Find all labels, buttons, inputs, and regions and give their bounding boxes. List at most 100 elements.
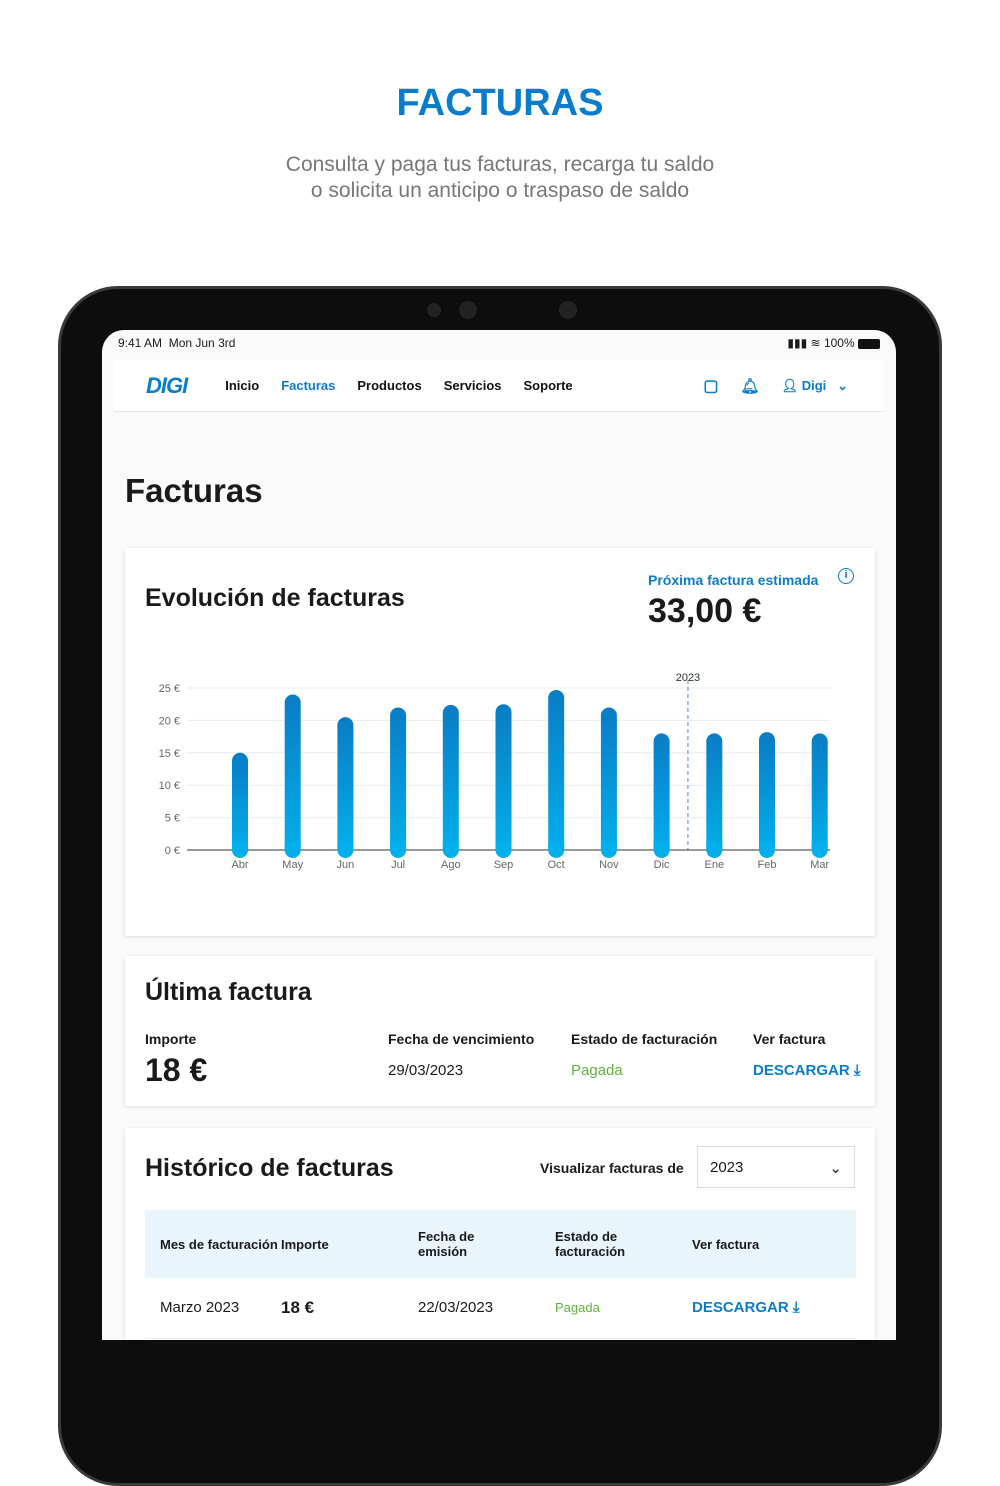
bar-base bbox=[706, 842, 723, 850]
history-table: Mes de facturación Importe Fecha de emis… bbox=[145, 1210, 856, 1339]
y-tick-label: 25 € bbox=[159, 683, 180, 695]
evolution-title: Evolución de facturas bbox=[145, 584, 405, 612]
view-label: Ver factura bbox=[753, 1031, 826, 1047]
bar-abr bbox=[232, 752, 248, 858]
bar-base bbox=[337, 842, 354, 850]
bar-base bbox=[811, 842, 828, 850]
x-tick-label: Oct bbox=[548, 859, 565, 871]
history-card: Histórico de facturas Visualizar factura… bbox=[125, 1128, 875, 1340]
bar-base bbox=[442, 842, 459, 850]
camera-icon bbox=[459, 301, 477, 319]
header-amount: Importe bbox=[281, 1236, 329, 1252]
page-title: Facturas bbox=[125, 472, 263, 509]
header-date: Fecha de emisión bbox=[418, 1229, 475, 1259]
nav-soporte[interactable]: Soporte bbox=[523, 378, 573, 393]
year-value: 2023 bbox=[710, 1159, 744, 1176]
bar-nov bbox=[600, 707, 617, 858]
chat-icon[interactable]: ▢ bbox=[703, 377, 719, 395]
nav-productos[interactable]: Productos bbox=[357, 378, 422, 393]
digi-logo[interactable]: DIGI bbox=[146, 372, 188, 398]
bar-base bbox=[600, 842, 617, 850]
bar-jul bbox=[390, 707, 407, 858]
bar-base bbox=[653, 842, 670, 850]
battery-level: 100% bbox=[823, 336, 855, 350]
amount-value: 18 € bbox=[145, 1052, 208, 1088]
header-status: Estado de facturación bbox=[555, 1229, 626, 1259]
history-title: Histórico de facturas bbox=[145, 1154, 394, 1182]
info-icon[interactable]: i bbox=[838, 568, 854, 584]
year-select[interactable]: 2023 ⌄ bbox=[697, 1146, 855, 1188]
wifi-icon: ≋ bbox=[810, 336, 821, 350]
nav-inicio[interactable]: Inicio bbox=[225, 378, 260, 393]
due-value: 29/03/2023 bbox=[388, 1062, 464, 1079]
app-screen: 9:41 AM Mon Jun 3rd ▮▮▮ ≋ 100% DIGI Inic… bbox=[102, 330, 896, 1340]
x-tick-label: Ago bbox=[441, 859, 461, 871]
bar-oct bbox=[548, 689, 565, 858]
user-menu[interactable]: 👤︎ Digi ⌄ bbox=[782, 378, 848, 394]
bar-base bbox=[495, 842, 512, 850]
x-tick-label: Mar bbox=[810, 859, 829, 871]
bar-base bbox=[390, 842, 407, 850]
status-value: Pagada bbox=[571, 1062, 623, 1079]
camera-icon bbox=[427, 303, 441, 317]
top-nav: DIGI Inicio Facturas Productos Servicios… bbox=[114, 360, 884, 412]
next-invoice-label: Próxima factura estimada bbox=[648, 572, 819, 588]
bar-jun bbox=[337, 717, 354, 858]
row-date: 22/03/2023 bbox=[418, 1299, 494, 1317]
subtitle-line: o solicita un anticipo o traspaso de sal… bbox=[310, 179, 690, 202]
bar-sep bbox=[495, 704, 512, 858]
download-icon: ⤓ bbox=[792, 1299, 800, 1317]
y-tick-label: 10 € bbox=[159, 780, 180, 792]
download-label: DESCARGAR bbox=[692, 1299, 789, 1317]
x-tick-label: Nov bbox=[599, 859, 619, 871]
header-view: Ver factura bbox=[692, 1236, 760, 1252]
row-month: Marzo 2023 bbox=[160, 1299, 240, 1317]
bar-mar bbox=[811, 733, 828, 858]
y-tick-label: 0 € bbox=[165, 845, 180, 857]
evolution-card: Evolución de facturas Próxima factura es… bbox=[125, 548, 875, 936]
bar-ene bbox=[706, 733, 723, 858]
bar-dic bbox=[653, 733, 670, 858]
bar-base bbox=[284, 842, 301, 850]
row-amount: 18 € bbox=[281, 1297, 315, 1317]
user-icon: 👤︎ bbox=[781, 377, 799, 393]
chevron-down-icon: ⌄ bbox=[829, 1160, 842, 1177]
status-bar: 9:41 AM Mon Jun 3rd ▮▮▮ ≋ 100% bbox=[118, 336, 880, 350]
next-invoice-value: 33,00 € bbox=[648, 592, 762, 630]
last-invoice-card: Última factura Importe 18 € Fecha de ven… bbox=[125, 956, 875, 1106]
download-label: DESCARGAR bbox=[753, 1062, 850, 1079]
subtitle-line: Consulta y paga tus facturas, recarga tu… bbox=[285, 153, 715, 176]
y-tick-label: 20 € bbox=[159, 715, 180, 727]
chevron-down-icon: ⌄ bbox=[837, 377, 848, 393]
row-download-button[interactable]: DESCARGAR ⤓ bbox=[692, 1278, 856, 1338]
x-tick-label: Abr bbox=[231, 859, 248, 871]
filter-label: Visualizar facturas de bbox=[540, 1160, 684, 1176]
hero-title: FACTURAS bbox=[396, 82, 604, 124]
download-button[interactable]: DESCARGAR ⤓ bbox=[753, 1062, 861, 1079]
time: 9:41 AM bbox=[118, 336, 163, 350]
y-tick-label: 15 € bbox=[159, 748, 180, 760]
camera-icon bbox=[559, 301, 577, 319]
battery-icon bbox=[858, 338, 880, 349]
hero-subtitle: Consulta y paga tus facturas, recarga tu… bbox=[0, 152, 1000, 204]
amount-label: Importe bbox=[145, 1031, 197, 1047]
nav-servicios[interactable]: Servicios bbox=[443, 378, 502, 393]
y-tick-label: 5 € bbox=[165, 813, 180, 825]
last-invoice-title: Última factura bbox=[145, 978, 312, 1006]
bar-feb bbox=[759, 732, 775, 858]
status-label: Estado de facturación bbox=[571, 1031, 718, 1047]
x-tick-label: Dic bbox=[654, 859, 670, 871]
nav-facturas[interactable]: Facturas bbox=[281, 378, 336, 393]
x-tick-label: Jun bbox=[337, 859, 355, 871]
x-tick-label: Feb bbox=[758, 859, 777, 871]
header-month: Mes de facturación bbox=[160, 1236, 278, 1252]
bar-base bbox=[548, 842, 565, 850]
table-header: Mes de facturación Importe Fecha de emis… bbox=[145, 1210, 856, 1278]
x-tick-label: Jul bbox=[391, 859, 405, 871]
bell-icon[interactable]: 🔔︎ bbox=[740, 377, 760, 395]
year-annotation: 2023 bbox=[676, 672, 700, 684]
x-tick-label: Ene bbox=[705, 859, 725, 871]
user-name: Digi bbox=[801, 377, 827, 393]
date: Mon Jun 3rd bbox=[168, 336, 236, 350]
due-label: Fecha de vencimiento bbox=[388, 1031, 535, 1047]
